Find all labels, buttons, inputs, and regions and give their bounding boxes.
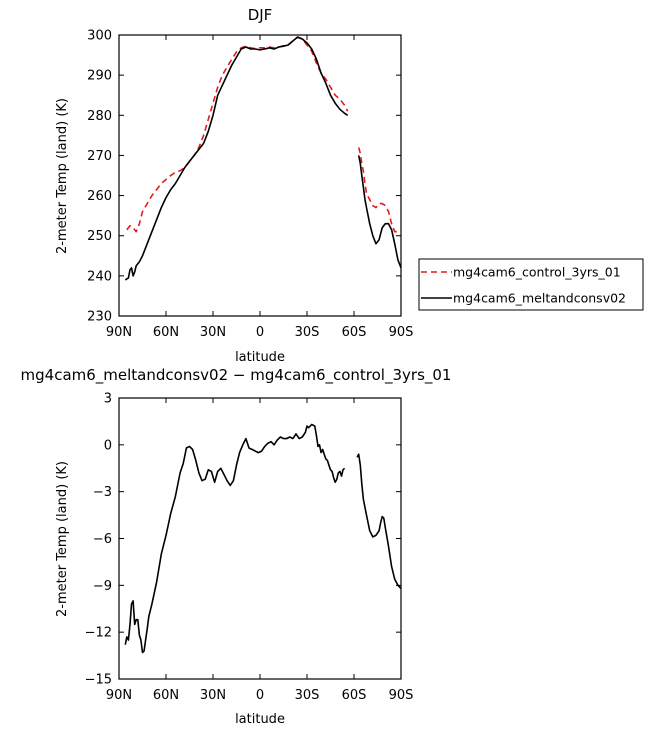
top-y-tick-label-4: 270 — [87, 149, 112, 164]
top-y-tick-label-2: 250 — [87, 229, 112, 244]
bottom-x-axis-label: latitude — [235, 712, 285, 727]
top-y-axis-label: 2-meter Temp (land) (K) — [55, 98, 70, 254]
top-ticks-group: 90N 60N 30N 0 30S 60S 90S 230 240 250 260 270 280 290… — [87, 29, 413, 341]
bottom-x-tick-label-2: 30N — [200, 688, 226, 703]
bottom-ticks-group: 90N 60N 30N 0 30S 60S 90S −15 −12 −9 −6 −3 0 3 — [85, 392, 414, 704]
top-x-tick-label-0: 90N — [106, 325, 132, 340]
legend-entry-control: mg4cam6_control_3yrs_01 — [453, 265, 621, 280]
bottom-x-tick-label-3: 0 — [256, 688, 264, 703]
legend-box — [418, 258, 644, 311]
bottom-y-tick-label-5: 0 — [104, 438, 112, 453]
bottom-y-axis-label: 2-meter Temp (land) (K) — [55, 461, 70, 617]
top-y-tick-label-0: 230 — [87, 310, 112, 325]
top-x-tick-label-5: 60S — [342, 325, 367, 340]
top-chart-title: DJF — [248, 6, 273, 24]
top-y-tick-label-5: 280 — [87, 109, 112, 124]
bottom-y-tick-label-2: −9 — [93, 579, 112, 594]
bottom-y-tick-label-3: −6 — [93, 532, 112, 547]
bottom-chart: mg4cam6_meltandconsv02 − mg4cam6_control… — [21, 366, 452, 727]
bottom-x-tick-label-4: 30S — [295, 688, 320, 703]
top-x-tick-label-1: 60N — [153, 325, 179, 340]
top-series-0-segment-1 — [357, 147, 398, 233]
top-series-1-segment-0 — [124, 36, 349, 281]
legend-entry-meltandconsv02: mg4cam6_meltandconsv02 — [453, 291, 626, 306]
bottom-series-0-segment-0 — [124, 423, 346, 654]
top-y-tick-label-7: 300 — [87, 29, 112, 44]
top-series-0-segment-0 — [126, 36, 349, 233]
top-x-tick-label-4: 30S — [295, 325, 320, 340]
bottom-y-tick-label-1: −12 — [85, 626, 112, 641]
top-y-tick-label-6: 290 — [87, 69, 112, 84]
top-series-1-segment-1 — [357, 155, 402, 269]
top-chart: DJF 90N 60N 30N 0 30S 60S 90S 230 240 250 260 270 28… — [55, 6, 644, 365]
bottom-x-tick-label-1: 60N — [153, 688, 179, 703]
top-series-group — [124, 36, 402, 281]
bottom-plot-frame — [118, 397, 402, 680]
top-y-tick-label-3: 260 — [87, 189, 112, 204]
bottom-x-tick-label-0: 90N — [106, 688, 132, 703]
bottom-chart-title: mg4cam6_meltandconsv02 − mg4cam6_control… — [21, 366, 452, 385]
bottom-x-tick-label-6: 90S — [389, 688, 414, 703]
top-plot-frame — [118, 34, 402, 317]
bottom-series-group — [124, 423, 402, 654]
top-x-tick-label-2: 30N — [200, 325, 226, 340]
bottom-y-tick-label-6: 3 — [104, 392, 112, 407]
top-x-tick-label-3: 0 — [256, 325, 264, 340]
bottom-series-0-segment-1 — [356, 453, 402, 590]
top-x-axis-label: latitude — [235, 350, 285, 365]
legend: mg4cam6_control_3yrs_01 mg4cam6_meltandc… — [418, 258, 644, 311]
bottom-x-tick-label-5: 60S — [342, 688, 367, 703]
top-y-tick-label-1: 240 — [87, 269, 112, 284]
bottom-y-tick-label-4: −3 — [93, 485, 112, 500]
top-x-tick-label-6: 90S — [389, 325, 414, 340]
bottom-y-tick-label-0: −15 — [85, 673, 112, 688]
